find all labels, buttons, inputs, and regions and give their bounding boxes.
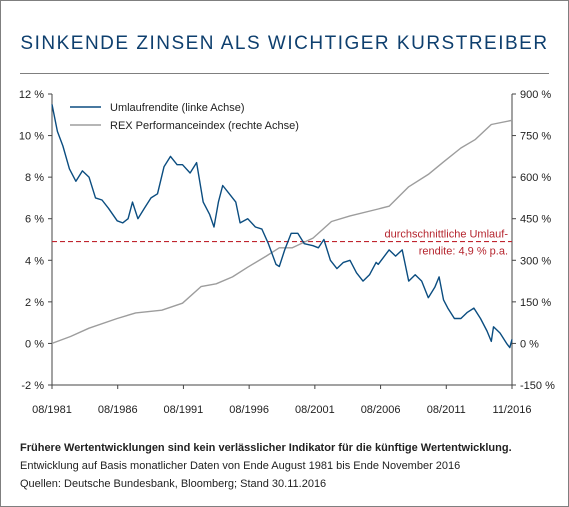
disclaimer-note: Frühere Wertentwicklungen sind kein verl… (20, 442, 512, 454)
legend-label: Umlaufrendite (linke Achse) (110, 102, 245, 114)
left-axis-tick-label: 6 % (25, 214, 44, 226)
left-axis-tick-label: 2 % (25, 297, 44, 309)
x-axis-tick-label: 08/2001 (295, 404, 335, 416)
average-label-line1: durchschnittliche Umlauf- (385, 229, 509, 241)
chart-title: SINKENDE ZINSEN ALS WICHTIGER KURSTREIBE… (20, 33, 549, 54)
left-axis-tick-label: -2 % (21, 380, 44, 392)
right-axis-tick-label: 750 % (520, 131, 551, 143)
left-axis-tick-label: 10 % (19, 131, 44, 143)
x-axis-tick-label: 08/1991 (164, 404, 204, 416)
left-axis-tick-label: 8 % (25, 172, 44, 184)
line-chart: 12 % 10 % 8 % 6 % 4 % 2 % 0 % -2 % 900 % 750 % 600… (19, 89, 555, 416)
x-axis-tick-label: 08/1986 (98, 404, 138, 416)
x-axis-tick-label: 08/1981 (32, 404, 72, 416)
left-axis-tick-label: 12 % (19, 89, 44, 101)
legend-label: REX Performanceindex (rechte Achse) (110, 120, 299, 132)
right-axis-tick-label: 600 % (520, 172, 551, 184)
yield-series-line (51, 104, 513, 349)
data-basis-note: Entwicklung auf Basis monatlicher Daten … (20, 460, 461, 472)
left-axis-tick-label: 0 % (25, 338, 44, 350)
left-axis-tick-label: 4 % (25, 255, 44, 267)
title-divider (20, 73, 549, 74)
sources-note: Quellen: Deutsche Bundesbank, Bloomberg;… (20, 478, 327, 490)
right-axis-tick-label: 900 % (520, 89, 551, 101)
x-axis-tick-label: 08/1996 (229, 404, 269, 416)
x-axis-tick-label: 11/2016 (493, 404, 532, 416)
right-axis-tick-label: 300 % (520, 255, 551, 267)
average-label-line2: rendite: 4,9 % p.a. (419, 246, 508, 258)
x-axis-tick-label: 08/2006 (361, 404, 401, 416)
right-axis-tick-label: 150 % (520, 297, 551, 309)
right-axis-tick-label: 0 % (520, 338, 539, 350)
right-axis-tick-label: 450 % (520, 214, 551, 226)
x-axis-tick-label: 08/2011 (427, 404, 466, 416)
right-axis-tick-label: -150 % (520, 380, 555, 392)
